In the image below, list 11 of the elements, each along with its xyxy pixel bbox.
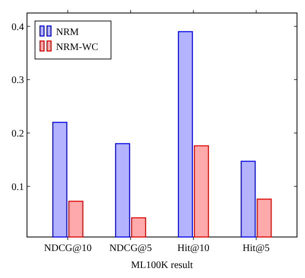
x-axis-title: ML100K result [131,260,194,271]
legend-label: NRM [56,27,79,38]
y-tick-label: 0.1 [12,182,24,193]
y-tick-label: 0.3 [12,75,24,86]
legend-label: NRM-WC [56,42,99,53]
x-tick-label: Hit@5 [242,243,270,254]
x-tick-label: NDCG@10 [44,243,92,254]
x-tick-label: Hit@10 [177,243,210,254]
x-tick-label: NDCG@5 [109,243,152,254]
y-tick-label: 0.2 [12,128,24,140]
y-tick-label: 0.4 [12,22,24,33]
